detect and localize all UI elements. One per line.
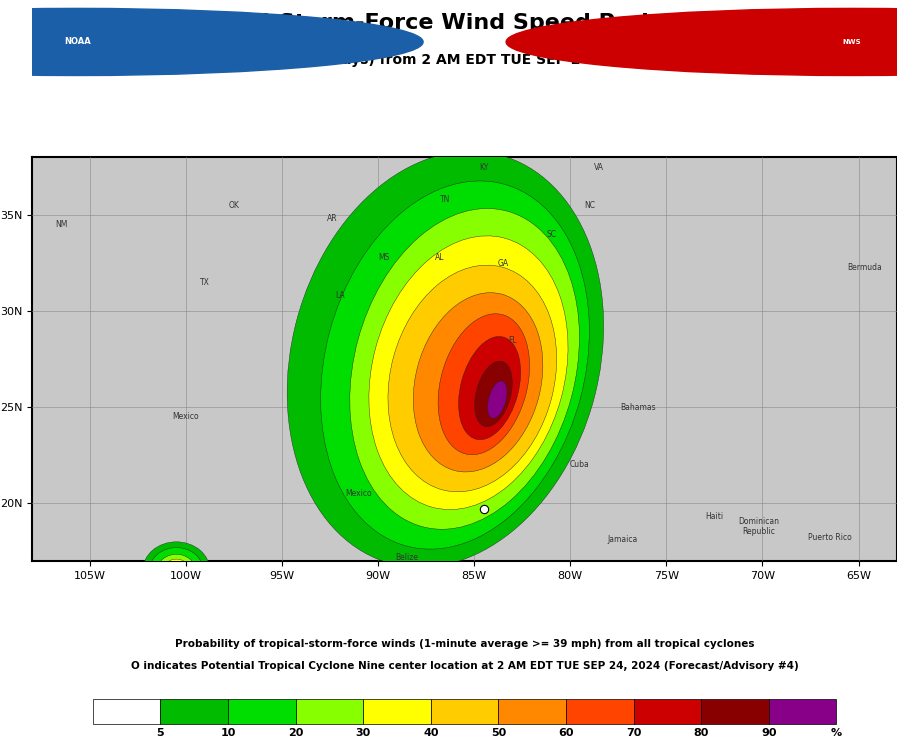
Text: Tropical-Storm-Force Wind Speed Probabilities: Tropical-Storm-Force Wind Speed Probabil… xyxy=(171,13,758,33)
Ellipse shape xyxy=(388,265,557,492)
Ellipse shape xyxy=(438,314,529,455)
Text: 80: 80 xyxy=(693,728,709,737)
Text: NWS: NWS xyxy=(842,39,861,45)
Bar xyxy=(431,699,499,724)
Text: 70: 70 xyxy=(626,728,641,737)
Text: Puerto Rico: Puerto Rico xyxy=(808,534,851,542)
Text: Cuba: Cuba xyxy=(570,461,590,469)
Text: AL: AL xyxy=(435,253,444,262)
Text: Probability of tropical-storm-force winds (1-minute average >= 39 mph) from all : Probability of tropical-storm-force wind… xyxy=(175,639,754,649)
Bar xyxy=(499,699,566,724)
Text: KY: KY xyxy=(479,162,489,172)
Ellipse shape xyxy=(168,563,185,579)
Bar xyxy=(296,699,363,724)
Bar xyxy=(161,699,228,724)
Ellipse shape xyxy=(157,554,196,587)
Text: 5: 5 xyxy=(157,728,164,737)
Text: 90: 90 xyxy=(762,728,777,737)
Ellipse shape xyxy=(350,209,579,529)
Ellipse shape xyxy=(488,381,507,418)
Text: SC: SC xyxy=(546,230,556,239)
Text: NM: NM xyxy=(55,220,67,230)
Bar xyxy=(633,699,701,724)
Text: Dominican
Republic: Dominican Republic xyxy=(738,517,779,537)
Text: Mexico: Mexico xyxy=(172,413,199,421)
Text: MS: MS xyxy=(379,253,389,262)
Text: 10: 10 xyxy=(221,728,236,737)
Ellipse shape xyxy=(176,566,177,568)
Ellipse shape xyxy=(458,337,520,440)
Ellipse shape xyxy=(369,236,568,509)
Text: Haiti: Haiti xyxy=(705,512,724,521)
Bar xyxy=(92,699,161,724)
Ellipse shape xyxy=(174,567,179,570)
Ellipse shape xyxy=(414,293,543,472)
Text: AR: AR xyxy=(327,215,337,224)
Ellipse shape xyxy=(171,565,181,573)
Text: Mexico: Mexico xyxy=(345,489,372,498)
Text: Bahamas: Bahamas xyxy=(620,403,656,412)
Circle shape xyxy=(0,8,423,75)
Text: TX: TX xyxy=(200,278,210,287)
Ellipse shape xyxy=(475,361,512,427)
Text: For the 120 hours (5.00 days) from 2 AM EDT TUE SEP 24 to 2 AM EDT SUN SEP 29: For the 120 hours (5.00 days) from 2 AM … xyxy=(142,53,788,67)
Text: NC: NC xyxy=(584,201,595,210)
Ellipse shape xyxy=(163,559,190,582)
Text: FL: FL xyxy=(509,336,517,345)
Bar xyxy=(363,699,431,724)
Ellipse shape xyxy=(143,542,210,599)
Text: GA: GA xyxy=(498,259,509,268)
Bar xyxy=(769,699,837,724)
Text: 50: 50 xyxy=(491,728,506,737)
Ellipse shape xyxy=(175,567,178,569)
Text: NOAA: NOAA xyxy=(64,38,91,46)
Text: 40: 40 xyxy=(423,728,439,737)
Text: Belize: Belize xyxy=(396,553,419,562)
Text: 30: 30 xyxy=(355,728,370,737)
Bar xyxy=(566,699,633,724)
Text: Bermuda: Bermuda xyxy=(847,263,882,272)
Text: 20: 20 xyxy=(288,728,303,737)
Ellipse shape xyxy=(150,548,204,593)
Circle shape xyxy=(506,8,897,75)
Text: Jamaica: Jamaica xyxy=(607,535,637,545)
Text: LA: LA xyxy=(335,292,344,300)
Text: %: % xyxy=(831,728,842,737)
Ellipse shape xyxy=(287,151,604,568)
Text: 60: 60 xyxy=(558,728,574,737)
Bar xyxy=(701,699,769,724)
Ellipse shape xyxy=(320,181,589,549)
Bar xyxy=(228,699,296,724)
Text: OK: OK xyxy=(229,201,239,210)
Text: VA: VA xyxy=(594,162,605,172)
Text: TN: TN xyxy=(440,196,450,204)
Text: O indicates Potential Tropical Cyclone Nine center location at 2 AM EDT TUE SEP : O indicates Potential Tropical Cyclone N… xyxy=(131,661,798,671)
